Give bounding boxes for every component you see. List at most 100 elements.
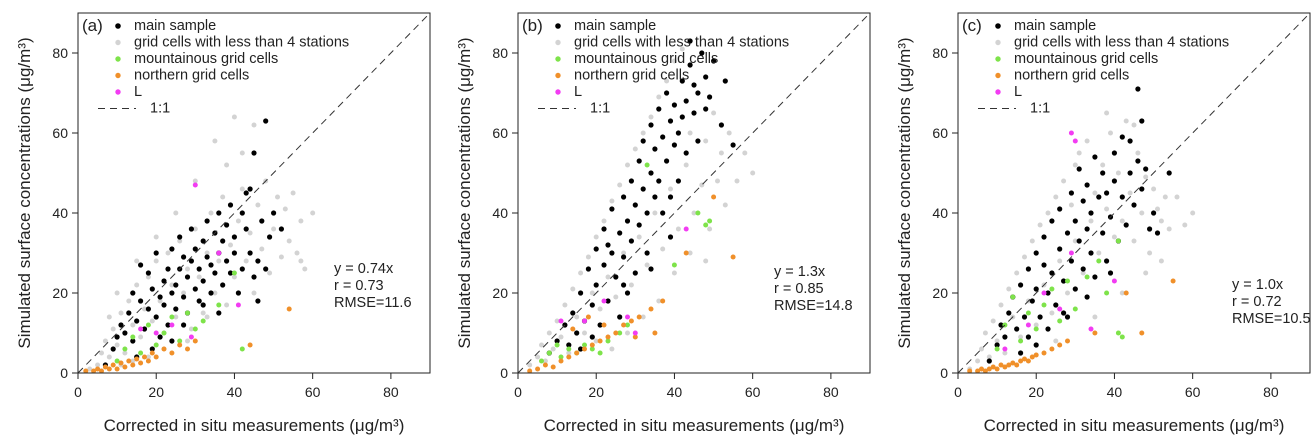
point-mountain <box>589 346 595 352</box>
point-main <box>1057 206 1063 212</box>
point-northern <box>114 366 120 372</box>
point-main <box>177 234 183 240</box>
point-mountain <box>566 346 572 352</box>
point-northern <box>99 368 104 374</box>
point-main <box>589 302 595 308</box>
point-grid-lt4 <box>582 330 587 336</box>
point-mountain <box>169 314 175 320</box>
point-grid-lt4 <box>114 342 120 348</box>
point-grid-lt4 <box>298 218 304 224</box>
point-northern <box>122 364 128 370</box>
point-main <box>1154 230 1161 236</box>
point-main <box>644 250 650 256</box>
point-grid-lt4 <box>192 178 198 184</box>
point-L <box>188 334 194 340</box>
point-main <box>157 294 163 300</box>
point-main <box>664 158 670 164</box>
point-main <box>691 110 697 116</box>
point-grid-lt4 <box>1049 310 1055 316</box>
point-grid-lt4 <box>1155 206 1160 212</box>
point-grid-lt4 <box>1162 194 1168 200</box>
point-northern <box>134 356 140 362</box>
legend-marker-L <box>995 89 1001 95</box>
point-grid-lt4 <box>1096 250 1102 256</box>
x-tick-label: 60 <box>305 384 321 400</box>
x-tick-label: 40 <box>667 384 683 400</box>
point-main <box>239 266 245 272</box>
point-main <box>570 310 576 316</box>
point-mountain <box>1049 286 1055 292</box>
point-L <box>216 250 222 256</box>
point-L <box>625 314 630 320</box>
point-main <box>1131 202 1137 208</box>
x-tick-label: 80 <box>823 384 839 400</box>
point-main <box>986 358 992 364</box>
point-main <box>1104 258 1110 264</box>
regression-stat: r = 0.72 <box>1232 294 1282 310</box>
point-grid-lt4 <box>1158 218 1164 224</box>
point-grid-lt4 <box>126 298 132 304</box>
point-main <box>605 298 611 304</box>
point-main <box>1127 170 1133 176</box>
point-grid-lt4 <box>625 330 630 336</box>
point-grid-lt4 <box>1119 290 1125 296</box>
point-main <box>1049 270 1055 276</box>
point-main <box>1076 166 1082 172</box>
point-northern <box>550 364 556 370</box>
point-northern <box>1010 360 1016 366</box>
point-main <box>703 106 709 112</box>
point-grid-lt4 <box>703 258 709 264</box>
point-grid-lt4 <box>149 318 155 324</box>
point-main <box>278 226 284 232</box>
point-main <box>1033 250 1039 256</box>
point-grid-lt4 <box>742 150 748 156</box>
point-main <box>1064 230 1071 236</box>
point-grid-lt4 <box>593 234 599 240</box>
point-grid-lt4 <box>110 326 116 332</box>
point-main <box>216 210 222 216</box>
point-main <box>621 254 627 260</box>
point-mountain <box>1115 330 1121 336</box>
point-northern <box>153 354 159 360</box>
point-grid-lt4 <box>664 78 670 84</box>
point-grid-lt4 <box>550 346 556 352</box>
point-main <box>609 250 615 256</box>
point-main <box>601 262 607 268</box>
x-tick-label: 20 <box>1028 384 1044 400</box>
point-main <box>998 322 1004 328</box>
point-northern <box>652 330 658 336</box>
point-grid-lt4 <box>703 138 709 144</box>
point-main <box>149 346 155 352</box>
legend-label-northern: northern grid cells <box>574 68 689 84</box>
point-northern <box>1018 358 1024 364</box>
point-grid-lt4 <box>1182 222 1188 228</box>
point-grid-lt4 <box>1068 202 1074 208</box>
y-tick-label: 60 <box>932 125 948 141</box>
point-grid-lt4 <box>130 358 136 364</box>
x-axis-label: Corrected in situ measurements (μg/m³) <box>984 416 1285 435</box>
point-grid-lt4 <box>668 186 673 192</box>
point-main <box>648 122 654 128</box>
point-main <box>1061 310 1067 316</box>
point-grid-lt4 <box>243 258 249 264</box>
point-northern <box>597 338 603 344</box>
point-main <box>165 322 171 328</box>
legend-marker-mountain <box>995 56 1001 62</box>
point-grid-lt4 <box>235 218 241 224</box>
point-grid-lt4 <box>994 338 1000 344</box>
legend-label-grid-lt4: grid cells with less than 4 stations <box>1014 35 1229 51</box>
y-tick-label: 20 <box>932 285 948 301</box>
x-tick-label: 20 <box>148 384 164 400</box>
point-main <box>1061 278 1067 284</box>
legend-label-main: main sample <box>574 18 656 34</box>
point-grid-lt4 <box>169 282 175 288</box>
point-northern <box>582 346 587 352</box>
point-grid-lt4 <box>1111 234 1117 240</box>
point-L <box>1002 346 1008 352</box>
point-grid-lt4 <box>122 350 128 356</box>
legend-label-one-to-one: 1:1 <box>590 101 610 117</box>
point-main <box>624 218 631 224</box>
point-main <box>173 282 179 288</box>
point-grid-lt4 <box>1037 222 1043 228</box>
y-tick-label: 20 <box>492 285 508 301</box>
